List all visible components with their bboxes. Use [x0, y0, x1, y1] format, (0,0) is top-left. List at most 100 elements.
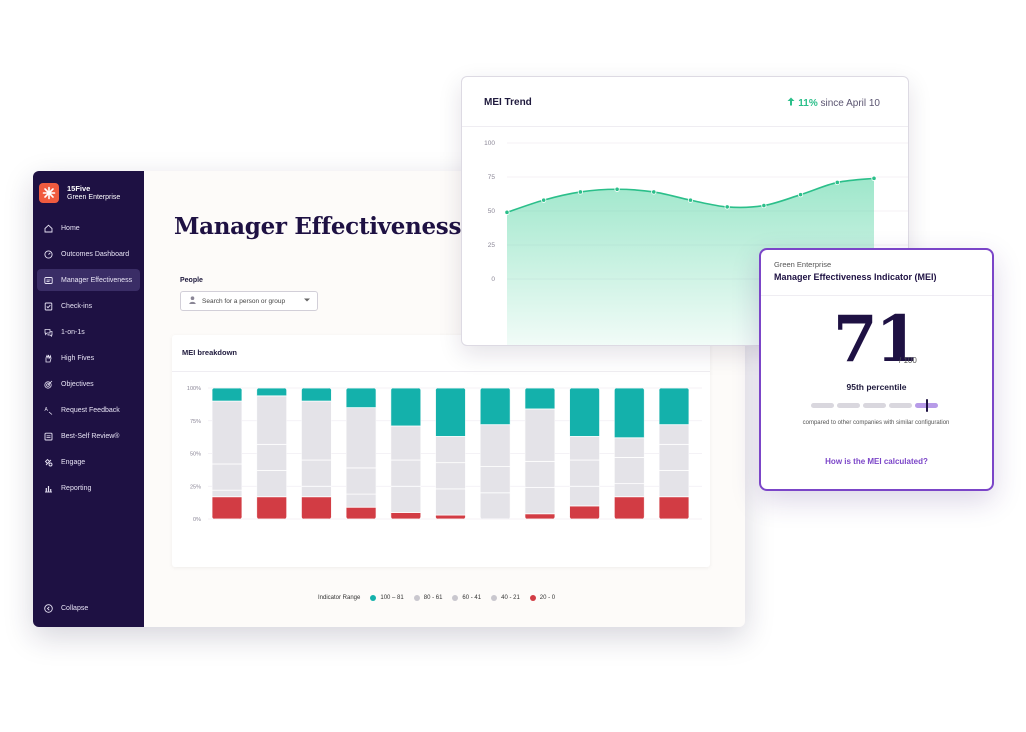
- sidebar-item-engage[interactable]: Engage: [37, 451, 140, 473]
- bar-segment: [346, 388, 377, 409]
- sidebar-item-label: Best-Self Review®: [61, 432, 120, 440]
- divider: [172, 371, 710, 372]
- bar-segment: [659, 388, 689, 426]
- sidebar-item-outcomes-dashboard[interactable]: Outcomes Dashboard: [37, 243, 140, 265]
- review-icon: [44, 432, 53, 441]
- indicator-legend: Indicator Range 100 – 81 80 - 61 60 - 41…: [318, 595, 555, 601]
- trend-point: [577, 189, 584, 195]
- bar-segment: [524, 513, 555, 519]
- mei-score-card: Green Enterprise Manager Effectiveness I…: [759, 248, 994, 491]
- trend-title: MEI Trend: [484, 97, 532, 108]
- people-search-select[interactable]: Search for a person or group: [180, 291, 318, 311]
- bar-segment: [390, 388, 421, 427]
- bar-segment: [659, 470, 689, 498]
- bar-segment: [435, 488, 466, 516]
- sidebar-item-label: Reporting: [61, 484, 92, 492]
- legend-label: 100 – 81: [380, 595, 404, 601]
- bar-segment: [435, 388, 466, 437]
- trend-point: [687, 197, 694, 203]
- brand-org: Green Enterprise: [67, 194, 121, 201]
- bar-segment: [390, 425, 421, 461]
- collapse-icon: [44, 604, 53, 613]
- bar-segment: [569, 505, 600, 519]
- y-tick-label: 0: [491, 276, 495, 283]
- trend-point: [871, 175, 877, 181]
- sidebar-nav: Home Outcomes Dashboard Manager Effectiven…: [33, 217, 144, 503]
- bar-segment: [256, 388, 287, 397]
- bar-segment: [301, 459, 332, 487]
- bar-segment: [390, 512, 421, 519]
- y-tick-label: 100: [484, 140, 495, 147]
- bar-segment: [614, 437, 645, 458]
- collapse-button[interactable]: Collapse: [44, 604, 88, 613]
- people-filter: People Search for a person or group: [172, 267, 462, 317]
- trend-change: 11% since April 10: [787, 97, 880, 109]
- sidebar-item-check-ins[interactable]: Check-ins: [37, 295, 140, 317]
- legend-label: 80 - 61: [423, 595, 443, 601]
- sidebar-item-label: Engage: [61, 458, 86, 466]
- bar-segment: [212, 400, 242, 465]
- stacked-bar: [659, 388, 689, 519]
- y-tick-label: 75: [488, 174, 496, 181]
- sidebar-item-high-fives[interactable]: High Fives: [37, 347, 140, 369]
- stacked-bar: [524, 388, 555, 519]
- bar-segment: [524, 460, 555, 488]
- legend-item: 20 - 0: [529, 595, 555, 601]
- bar-segment: [346, 493, 377, 508]
- trend-point: [797, 192, 804, 198]
- y-tick-label: 25%: [190, 484, 201, 490]
- bar-segment: [435, 462, 466, 490]
- legend-label: 40 - 21: [501, 595, 520, 601]
- percentile-segment: [863, 403, 886, 408]
- bar-segment: [212, 496, 242, 519]
- sidebar-item-1-on-1s[interactable]: 1-on-1s: [37, 321, 140, 343]
- legend-label: 60 - 41: [462, 595, 482, 601]
- gauge-icon: [44, 249, 53, 259]
- stacked-bar: [569, 388, 600, 519]
- bar-segment: [569, 436, 600, 461]
- brand[interactable]: 15Five Green Enterprise: [39, 183, 120, 203]
- mei-org: Green Enterprise: [774, 260, 832, 269]
- percentile-bar: [811, 399, 938, 412]
- sidebar-item-label: Home: [61, 224, 80, 232]
- sidebar-item-manager-effectiveness[interactable]: Manager Effectiveness: [37, 269, 140, 291]
- y-tick-label: 50: [488, 208, 496, 215]
- bar-segment: [346, 506, 377, 519]
- home-icon: [44, 224, 53, 233]
- bar-segment: [569, 459, 600, 487]
- svg-text:A: A: [45, 407, 49, 413]
- target-icon: [44, 380, 53, 389]
- trend-point: [834, 179, 840, 186]
- sidebar-item-home[interactable]: Home: [37, 217, 140, 239]
- trend-change-pct: 11%: [798, 98, 818, 109]
- bar-segment: [212, 388, 242, 402]
- trend-point: [541, 197, 547, 203]
- sidebar-item-label: Objectives: [61, 380, 94, 388]
- trend-point: [504, 209, 510, 215]
- stacked-bar: [614, 388, 645, 519]
- legend-dot: [452, 595, 459, 601]
- trend-point: [761, 202, 767, 209]
- sidebar-item-label: Request Feedback: [61, 406, 120, 414]
- percentile-marker: [926, 399, 928, 412]
- bar-segment: [480, 492, 511, 519]
- sidebar-item-best-self-review[interactable]: Best-Self Review®: [37, 425, 140, 447]
- trend-point: [651, 189, 657, 195]
- stacked-bar: [212, 388, 242, 519]
- bar-segment: [346, 467, 377, 495]
- mei-calculation-link[interactable]: How is the MEI calculated?: [825, 457, 928, 466]
- y-tick-label: 25: [488, 242, 496, 249]
- bar-segment: [659, 496, 689, 519]
- bar-segment: [390, 459, 421, 487]
- bar-segment: [524, 487, 555, 515]
- bar-segment: [614, 457, 645, 485]
- sidebar-item-request-feedback[interactable]: A Request Feedback: [37, 399, 140, 421]
- bar-segment: [524, 388, 555, 410]
- y-tick-label: 100%: [187, 386, 201, 392]
- bar-segment: [256, 496, 287, 519]
- checkin-icon: [44, 302, 53, 311]
- mei-breakdown-chart: 0% 25% 50% 75% 100%: [187, 386, 702, 523]
- sidebar-item-objectives[interactable]: Objectives: [37, 373, 140, 395]
- sidebar-item-reporting[interactable]: Reporting: [37, 477, 140, 499]
- y-tick-label: 50%: [190, 452, 201, 458]
